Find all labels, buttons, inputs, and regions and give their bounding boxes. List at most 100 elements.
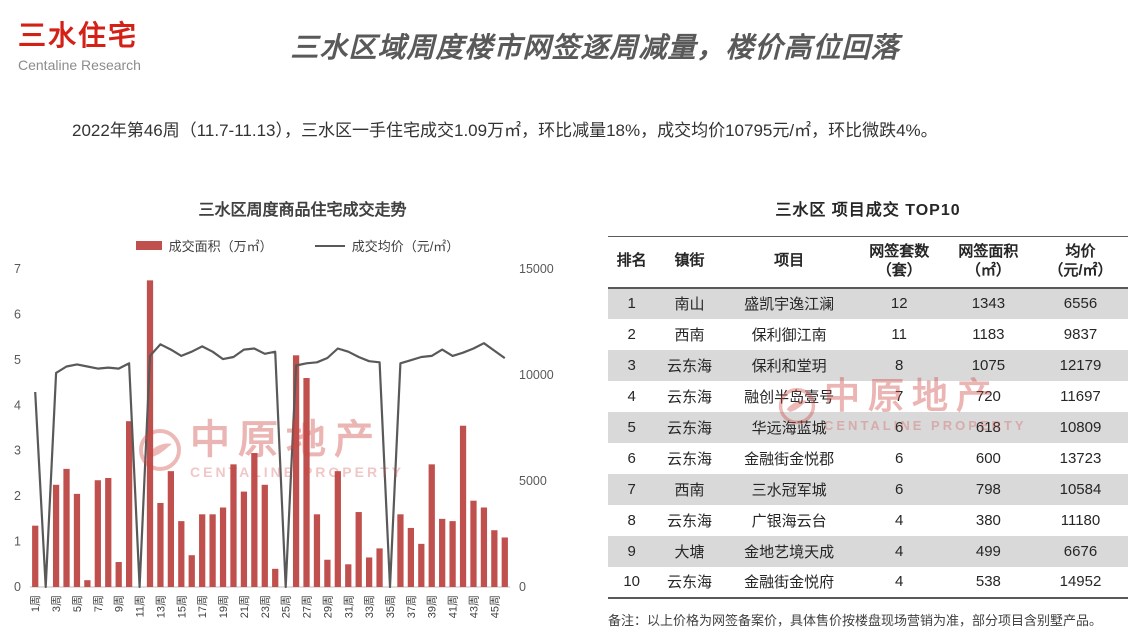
avg-price-line <box>34 342 506 589</box>
table-cell: 1 <box>627 295 636 312</box>
table-cell: 13723 <box>1059 449 1102 467</box>
combo-chart-svg: 0 1 2 3 4 5 6 7 0 5000 10000 15000 1周 3周 5周 7周 9周 11周 13周 1… <box>14 262 554 618</box>
bar-week-44 <box>480 507 488 587</box>
table-cell: 10 <box>623 573 641 590</box>
bar-week-17 <box>199 514 206 587</box>
x-axis-tick-label: 45周 <box>488 595 501 618</box>
table-cell: 保利和堂玥 <box>751 357 827 375</box>
table-cell: 499 <box>975 542 1001 560</box>
top10-section: 三水区 项目成交 TOP10 排名 镇街 项目 网签套数 （套） 网签面积 （㎡） 均价 （元/… <box>608 196 1128 629</box>
table-cell: 8 <box>895 356 904 374</box>
legend-item-price: 成交均价（元/㎡） <box>314 236 460 255</box>
bar-week-3 <box>52 484 60 587</box>
table-cell: 11180 <box>1060 511 1101 529</box>
bar-week-6 <box>84 580 91 587</box>
table-row: 4 云东海 融创半岛壹号 7 720 11697 <box>608 381 1128 412</box>
table-row: 10 云东海 金融街金悦府 4 538 14952 <box>608 567 1128 598</box>
x-axis-tick-label: 3周 <box>50 595 63 612</box>
top10-table: 排名 镇街 项目 网签套数 （套） 网签面积 （㎡） 均价 （元/㎡） 1 南山 盛凯宇逸江澜 12 1… <box>608 236 1128 599</box>
table-cell: 南山 <box>674 296 705 313</box>
column-header: 网签套数 （套） <box>869 243 930 279</box>
table-cell: 融创半岛壹号 <box>744 388 835 406</box>
table-cell: 云东海 <box>667 388 713 406</box>
bar-week-5 <box>73 493 81 587</box>
table-cell: 云东海 <box>667 419 713 437</box>
bar-week-36 <box>397 514 404 587</box>
table-cell: 6556 <box>1063 295 1098 312</box>
bar-week-15 <box>178 521 185 587</box>
table-cell: 金融街金悦郡 <box>744 450 835 468</box>
table-cell: 华远海蓝城 <box>751 419 827 437</box>
column-header: 项目 <box>774 252 805 270</box>
bar-week-7 <box>94 480 101 587</box>
bar-week-37 <box>407 527 414 587</box>
bar-week-24 <box>272 568 279 587</box>
table-header-row: 排名 镇街 项目 网签套数 （套） 网签面积 （㎡） 均价 （元/㎡） <box>608 237 1128 288</box>
x-axis-tick-label: 13周 <box>154 595 167 618</box>
table-row: 3 云东海 保利和堂玥 8 1075 12179 <box>608 349 1128 381</box>
x-axis-tick-label: 15周 <box>175 595 188 618</box>
legend-item-area: 成交面积（万㎡） <box>135 236 273 255</box>
summary-text: 2022年第46周（11.7-11.13），三水区一手住宅成交1.09万㎡，环比… <box>72 121 938 140</box>
bar-week-43 <box>470 500 477 587</box>
table-cell: 6 <box>895 480 904 498</box>
table-row: 1 南山 盛凯宇逸江澜 12 1343 6556 <box>608 287 1128 319</box>
bar-week-18 <box>209 514 216 587</box>
bar-week-34 <box>376 548 383 587</box>
table-cell: 云东海 <box>667 357 713 375</box>
logo-title: 三水住宅 <box>18 20 139 51</box>
table-cell: 10809 <box>1059 418 1102 436</box>
logo-subtitle: Centaline Research <box>18 57 141 73</box>
right-axis-tick-label: 10000 <box>519 368 554 382</box>
bar-week-14 <box>167 471 174 587</box>
table-cell: 10584 <box>1059 480 1102 498</box>
table-cell: 大塘 <box>674 543 705 561</box>
table-cell: 9 <box>627 542 636 560</box>
bar-week-23 <box>261 484 268 587</box>
table-cell: 538 <box>975 573 1001 590</box>
column-header: 均价 （元/㎡） <box>1048 243 1113 279</box>
bar-week-29 <box>324 559 331 587</box>
table-cell: 1075 <box>971 356 1006 374</box>
weekly-trend-chart: 三水区周度商品住宅成交走势 成交面积（万㎡） 成交均价（元/㎡） 0 1 2 3 4 5 6… <box>0 196 575 636</box>
table-cell: 6 <box>895 418 904 436</box>
bar-week-38 <box>418 543 425 587</box>
table-cell: 6 <box>627 449 636 467</box>
table-cell: 云东海 <box>667 512 713 530</box>
table-cell: 12179 <box>1059 356 1102 374</box>
table-cell: 三水冠军城 <box>751 481 827 499</box>
x-axis-tick-label: 39周 <box>426 595 439 618</box>
bar-week-13 <box>157 502 164 587</box>
table-cell: 4 <box>895 542 904 560</box>
table-cell: 380 <box>975 511 1001 529</box>
bar-week-21 <box>240 491 248 587</box>
table-cell: 4 <box>627 387 636 405</box>
x-axis-tick-label: 29周 <box>321 595 334 618</box>
table-cell: 云东海 <box>667 574 713 591</box>
x-axis-tick-label: 19周 <box>217 595 230 618</box>
bar-week-4 <box>63 468 70 587</box>
table-row: 9 大塘 金地艺境天成 4 499 6676 <box>608 535 1128 567</box>
table-note: 备注：以上价格为网签备案价，具体售价按楼盘现场营销为准，部分项目含别墅产品。 <box>608 612 1103 628</box>
left-axis-tick-label: 0 <box>14 580 21 594</box>
column-header: 网签面积 （㎡） <box>958 243 1019 279</box>
table-cell: 5 <box>627 418 636 436</box>
legend-label-area: 成交面积（万㎡） <box>168 239 273 254</box>
table-cell: 金融街金悦府 <box>744 574 835 591</box>
bar-week-16 <box>188 555 195 587</box>
bar-week-28 <box>313 514 321 587</box>
table-cell: 2 <box>627 325 636 343</box>
bar-week-41 <box>449 521 456 587</box>
bar-swatch-icon <box>135 241 162 250</box>
bar-week-27 <box>303 378 310 587</box>
bar-week-46 <box>501 537 508 587</box>
right-axis-tick-label: 0 <box>519 580 526 594</box>
legend-label-price: 成交均价（元/㎡） <box>351 239 460 254</box>
left-axis-tick-label: 7 <box>14 262 21 276</box>
column-header: 镇街 <box>674 252 705 270</box>
bar-week-33 <box>366 557 373 587</box>
column-header: 排名 <box>616 252 647 270</box>
table-cell: 1343 <box>971 295 1006 312</box>
table-cell: 14952 <box>1059 573 1102 590</box>
bar-week-22 <box>251 452 258 587</box>
